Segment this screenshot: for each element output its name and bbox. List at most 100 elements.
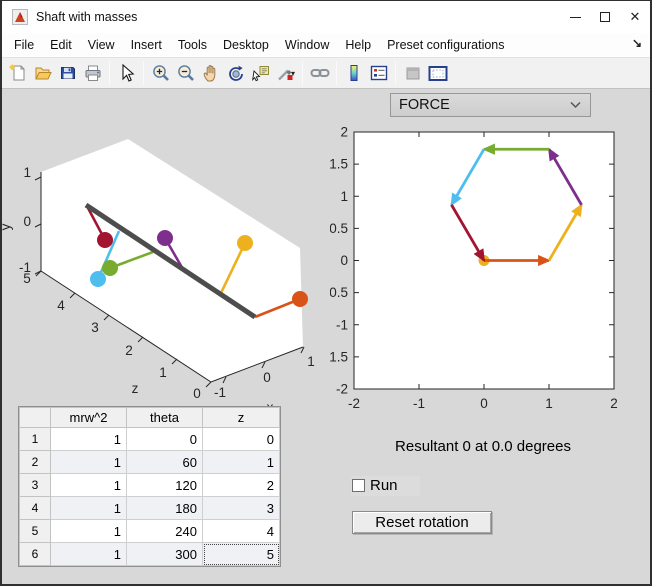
toolbar-separator: [109, 61, 110, 85]
save-figure-button[interactable]: [55, 60, 80, 87]
hide-plot-tools-icon: [406, 67, 419, 80]
svg-text:3: 3: [91, 320, 99, 335]
table-cell[interactable]: 1: [50, 450, 127, 474]
menu-item-preset-configurations[interactable]: Preset configurations: [387, 38, 505, 52]
table-cell[interactable]: 0: [126, 427, 203, 451]
svg-text:1: 1: [159, 365, 167, 380]
insert-colorbar-button[interactable]: [341, 60, 366, 87]
table-cell[interactable]: 300: [126, 542, 203, 566]
pointer-arrow-icon: [121, 63, 134, 82]
rotate-3d-button[interactable]: [223, 60, 248, 87]
table-cell[interactable]: 120: [126, 473, 203, 497]
dock-figure-arrow-icon[interactable]: ↘: [631, 36, 642, 50]
svg-text:0: 0: [480, 396, 488, 411]
menu-item-desktop[interactable]: Desktop: [223, 38, 269, 52]
table-corner: [19, 407, 51, 428]
table-cell[interactable]: 1: [50, 473, 127, 497]
svg-text:-0.5: -0.5: [330, 285, 348, 300]
table-cell[interactable]: 3: [202, 496, 280, 520]
table-cell[interactable]: 180: [126, 496, 203, 520]
zoom-out-button[interactable]: [173, 60, 198, 87]
table-cell[interactable]: 2: [202, 473, 280, 497]
table-cell[interactable]: 1: [50, 542, 127, 566]
selected-cell[interactable]: 5: [202, 542, 280, 566]
svg-text:1: 1: [23, 165, 31, 180]
table-row: 4 1 180 3: [19, 496, 280, 520]
table-row: 5 1 240 4: [19, 519, 280, 543]
open-file-button[interactable]: [30, 60, 55, 87]
matlab-app-icon: [12, 9, 28, 25]
run-checkbox[interactable]: [352, 479, 365, 492]
show-plot-tools-button[interactable]: [425, 60, 450, 87]
table-cell[interactable]: 60: [126, 450, 203, 474]
brush-icon: [278, 69, 293, 81]
zoom-out-icon: [177, 65, 194, 81]
hide-plot-tools-button[interactable]: [400, 60, 425, 87]
column-header-z: z: [202, 407, 280, 428]
new-figure-button[interactable]: [5, 60, 30, 87]
run-checkbox-group: Run: [351, 476, 420, 496]
row-header: 4: [19, 496, 51, 520]
toolbar-separator: [302, 61, 303, 85]
menu-item-view[interactable]: View: [87, 38, 115, 52]
row-header: 3: [19, 473, 51, 497]
title-bar: Shaft with masses ✕: [2, 1, 650, 33]
table-cell[interactable]: 1: [50, 496, 127, 520]
minimize-button[interactable]: [560, 1, 590, 33]
table-cell[interactable]: 1: [50, 519, 127, 543]
force-polygon-plot: -2 -1 0 1 2 2 1.5 1 0.5 0 -0.5 -1 -1.5 -2: [330, 125, 618, 411]
svg-text:1: 1: [340, 189, 348, 204]
svg-text:4: 4: [57, 298, 65, 313]
window-title: Shaft with masses: [36, 10, 138, 24]
svg-text:2: 2: [610, 396, 618, 411]
print-figure-button[interactable]: [80, 60, 105, 87]
close-icon: ✕: [629, 9, 641, 24]
table-cell[interactable]: 0: [202, 427, 280, 451]
menu-item-insert[interactable]: Insert: [130, 38, 162, 52]
insert-legend-button[interactable]: [366, 60, 391, 87]
svg-text:0.5: 0.5: [330, 221, 348, 236]
reset-rotation-button[interactable]: Reset rotation: [352, 511, 492, 534]
edit-plot-button[interactable]: [114, 60, 139, 87]
mass-table-wrap: mrw^2 theta z 1 1 0 0 2 1 60 1 3 1 120 2 4 1 180 3 5 1 240 4 6 1…: [18, 406, 281, 567]
maximize-button[interactable]: [590, 1, 620, 33]
chevron-down-icon: [570, 101, 581, 109]
colorbar-icon: [350, 65, 357, 81]
table-cell[interactable]: 1: [202, 450, 280, 474]
mass-table: mrw^2 theta z 1 1 0 0 2 1 60 1 3 1 120 2 4 1 180 3 5 1 240 4 6 1…: [19, 407, 280, 566]
brush-dropdown-caret: ▾: [290, 68, 295, 78]
close-button[interactable]: ✕: [620, 1, 650, 33]
row-header: 1: [19, 427, 51, 451]
toolbar-separator: [336, 61, 337, 85]
toolbar-separator: [395, 61, 396, 85]
link-chain-icon: [310, 69, 329, 77]
data-cursor-button[interactable]: [248, 60, 273, 87]
svg-text:0: 0: [263, 370, 271, 385]
show-plot-tools-icon: [428, 66, 447, 81]
svg-text:-1: -1: [413, 396, 425, 411]
zoom-in-button[interactable]: [148, 60, 173, 87]
svg-text:-1: -1: [336, 317, 348, 332]
rotate-3d-icon: [228, 65, 243, 81]
table-cell[interactable]: 4: [202, 519, 280, 543]
printer-icon: [85, 65, 100, 81]
open-folder-icon: [34, 67, 52, 80]
minimize-icon: [569, 16, 581, 18]
menu-item-file[interactable]: File: [14, 38, 35, 52]
svg-text:-1.5: -1.5: [330, 349, 348, 364]
svg-text:z: z: [132, 381, 139, 396]
brush-data-button[interactable]: ▾: [273, 60, 298, 87]
table-cell[interactable]: 1: [50, 427, 127, 451]
table-cell[interactable]: 240: [126, 519, 203, 543]
menu-item-help[interactable]: Help: [345, 38, 372, 52]
menu-item-tools[interactable]: Tools: [177, 38, 208, 52]
svg-text:1: 1: [545, 396, 553, 411]
new-file-icon: [8, 64, 24, 81]
menu-item-edit[interactable]: Edit: [50, 38, 72, 52]
link-plot-button[interactable]: [307, 60, 332, 87]
pan-button[interactable]: [198, 60, 223, 87]
configuration-dropdown[interactable]: FORCE: [390, 93, 591, 117]
svg-text:-2: -2: [336, 382, 348, 397]
menu-item-window[interactable]: Window: [284, 38, 330, 52]
